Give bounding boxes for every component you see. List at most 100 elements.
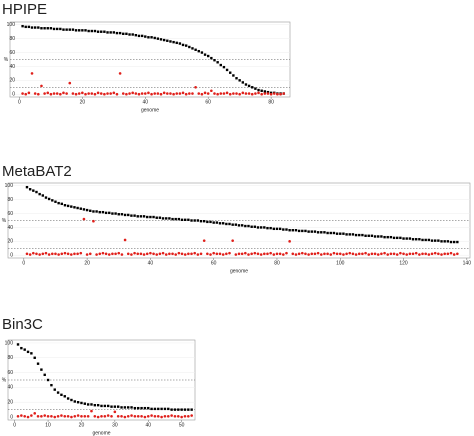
- point: [199, 219, 203, 223]
- point: [247, 253, 250, 256]
- x-tick-label: 80: [274, 260, 280, 266]
- point: [137, 406, 140, 410]
- point: [402, 252, 405, 256]
- point: [60, 252, 64, 256]
- point: [335, 232, 339, 235]
- point: [162, 38, 166, 42]
- point: [137, 92, 141, 96]
- point: [57, 201, 60, 205]
- point: [55, 27, 59, 31]
- y-tick-label: 40: [7, 225, 13, 231]
- point: [93, 29, 97, 33]
- point: [187, 408, 190, 411]
- point: [147, 406, 150, 410]
- point: [23, 348, 26, 351]
- point: [357, 252, 361, 256]
- y-tick-label: 100: [7, 22, 16, 28]
- point: [69, 253, 73, 256]
- point: [83, 402, 87, 405]
- point: [266, 252, 269, 256]
- x-tick-label: 80: [268, 99, 274, 105]
- point: [180, 415, 183, 419]
- point: [219, 63, 222, 67]
- point: [90, 403, 93, 406]
- y-axis-label: %: [2, 218, 7, 224]
- point: [424, 238, 427, 242]
- point: [269, 226, 272, 230]
- chart-title: HPIPE: [2, 1, 47, 18]
- x-tick-label: 0: [18, 99, 21, 105]
- point: [221, 222, 225, 225]
- point: [93, 414, 97, 418]
- point: [70, 398, 73, 402]
- point: [266, 226, 269, 230]
- point: [86, 403, 90, 406]
- point: [212, 251, 215, 255]
- point: [172, 40, 175, 44]
- point: [163, 414, 167, 418]
- point: [109, 31, 112, 34]
- point: [342, 253, 345, 256]
- point: [377, 235, 380, 238]
- point: [396, 236, 399, 240]
- point: [191, 92, 194, 95]
- point: [126, 252, 130, 256]
- point: [348, 233, 351, 236]
- point: [43, 373, 46, 377]
- point: [263, 252, 266, 256]
- point: [68, 81, 72, 85]
- point: [76, 414, 80, 417]
- point: [76, 252, 79, 256]
- point: [232, 92, 235, 95]
- point: [155, 216, 158, 219]
- point: [180, 252, 184, 256]
- point: [125, 32, 128, 36]
- point: [183, 253, 187, 256]
- point: [256, 252, 260, 256]
- point: [147, 36, 150, 39]
- point: [93, 92, 97, 96]
- point: [73, 400, 76, 403]
- point: [183, 408, 187, 411]
- point: [43, 27, 46, 30]
- point: [405, 237, 408, 240]
- point: [130, 414, 133, 417]
- point: [41, 194, 45, 197]
- point: [103, 404, 107, 408]
- point: [82, 217, 86, 221]
- point: [152, 252, 155, 256]
- point: [443, 240, 446, 243]
- point: [36, 414, 40, 418]
- point: [36, 362, 40, 365]
- point: [168, 252, 171, 256]
- y-tick-label: 80: [9, 36, 15, 42]
- point: [310, 230, 313, 233]
- point: [127, 213, 130, 217]
- point: [32, 189, 35, 192]
- point: [33, 356, 36, 359]
- point: [62, 28, 65, 31]
- point: [231, 239, 234, 242]
- point: [166, 92, 169, 95]
- x-tick-label: 0: [22, 260, 25, 266]
- point: [184, 92, 188, 96]
- point: [169, 92, 172, 95]
- point: [164, 253, 168, 256]
- point: [399, 236, 402, 240]
- point: [301, 229, 304, 233]
- point: [121, 92, 125, 95]
- point: [380, 252, 383, 256]
- point: [175, 41, 178, 45]
- point: [145, 252, 149, 256]
- point: [85, 208, 89, 212]
- point: [46, 378, 50, 382]
- point: [187, 414, 190, 418]
- point: [143, 415, 147, 419]
- point: [28, 253, 32, 256]
- point: [244, 92, 248, 95]
- point: [247, 84, 251, 88]
- point: [95, 210, 98, 213]
- point: [351, 252, 355, 256]
- point: [294, 229, 298, 232]
- point: [172, 92, 175, 96]
